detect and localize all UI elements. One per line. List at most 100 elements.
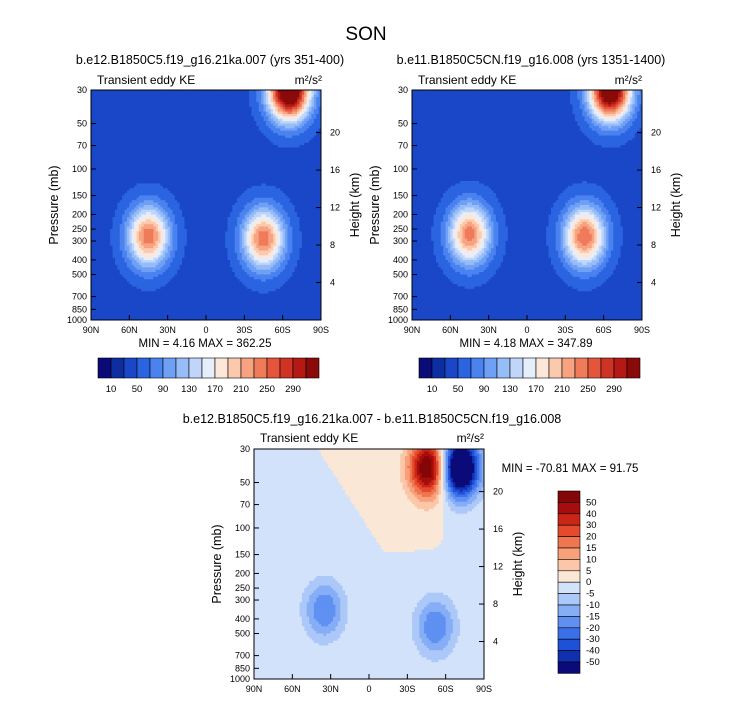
height-tick-label: 8	[493, 599, 498, 609]
pressure-tick-label: 850	[393, 304, 408, 314]
pressure-tick-label: 400	[235, 614, 250, 624]
lat-tick-label: 30S	[399, 684, 415, 694]
lat-tick-label: 30N	[322, 684, 339, 694]
height-tick-label: 16	[493, 524, 503, 534]
colorbar-label: 90	[479, 384, 490, 395]
height-tick-label: 8	[651, 240, 656, 250]
height-tick-label: 4	[651, 278, 656, 288]
height-tick-label: 8	[330, 240, 335, 250]
panel-1-field	[91, 90, 321, 320]
colorbar-swatch	[600, 357, 615, 379]
colorbar-swatch	[175, 357, 190, 379]
colorbar-label: 130	[181, 384, 197, 395]
pressure-tick-label: 50	[77, 119, 87, 129]
colorbar-swatch	[279, 357, 294, 379]
pressure-tick-label: 30	[398, 85, 408, 95]
pressure-tick-label: 70	[398, 141, 408, 151]
pressure-tick-label: 100	[235, 523, 250, 533]
colorbar-swatch	[557, 570, 581, 583]
colorbar-swatch	[149, 357, 164, 379]
colorbar-swatch	[557, 616, 581, 629]
height-tick-label: 16	[651, 165, 661, 175]
colorbar-swatch	[253, 357, 268, 379]
pressure-tick-label: 150	[72, 191, 87, 201]
pressure-tick-label: 400	[72, 255, 87, 265]
colorbar-swatch	[557, 661, 581, 674]
height-tick-label: 16	[330, 165, 340, 175]
panel-3-field	[254, 449, 484, 679]
lat-tick-label: 0	[524, 325, 529, 335]
colorbar-label: 50	[586, 497, 597, 508]
pressure-tick-label: 850	[72, 304, 87, 314]
lat-tick-label: 60S	[438, 684, 454, 694]
lat-tick-label: 90N	[246, 684, 263, 694]
colorbar-swatch	[557, 536, 581, 549]
panel-3-cells	[254, 449, 484, 679]
colorbar-label: 10	[427, 384, 438, 395]
pressure-tick-label: 250	[393, 224, 408, 234]
lat-tick-label: 0	[203, 325, 208, 335]
pressure-tick-label: 30	[240, 444, 250, 454]
colorbar-label: -40	[586, 646, 600, 657]
colorbar-swatch	[110, 357, 125, 379]
pressure-tick-label: 200	[393, 209, 408, 219]
pressure-tick-label: 150	[393, 191, 408, 201]
panel-1-ylabel-right: Height (km)	[348, 173, 362, 238]
colorbar-label: 170	[528, 384, 544, 395]
lat-tick-label: 30N	[159, 325, 176, 335]
pressure-tick-label: 1000	[67, 315, 87, 325]
panel-2-title: b.e11.B1850C5CN.f19_g16.008 (yrs 1351-14…	[397, 53, 666, 67]
colorbar-label: 0	[586, 577, 591, 588]
panel-3-stats: MIN = -70.81 MAX = 91.75	[502, 463, 639, 475]
lat-tick-label: 0	[366, 684, 371, 694]
colorbar-swatch	[227, 357, 242, 379]
colorbar-swatch	[97, 357, 112, 379]
lat-tick-label: 30S	[557, 325, 573, 335]
pressure-tick-label: 700	[393, 292, 408, 302]
panel-2-ylabel-right: Height (km)	[669, 173, 683, 238]
panel-2-colorbar: 10 50 90 130 170 210 250 290	[418, 357, 641, 395]
colorbar-swatch	[557, 627, 581, 640]
colorbar-label: 210	[554, 384, 570, 395]
colorbar-swatch	[557, 547, 581, 560]
colorbar-swatch	[548, 357, 563, 379]
panel-1-axes: 3050701001502002503004005007008501000481…	[67, 85, 340, 335]
height-tick-label: 20	[493, 487, 503, 497]
pressure-tick-label: 150	[235, 550, 250, 560]
pressure-tick-label: 850	[235, 663, 250, 673]
colorbar-label: 20	[586, 532, 597, 543]
pressure-tick-label: 500	[393, 270, 408, 280]
panel-2-ylabel: Pressure (mb)	[368, 165, 382, 244]
pressure-tick-label: 1000	[388, 315, 408, 325]
panel-3: b.e12.B1850C5.f19_g16.21ka.007 - b.e11.B…	[183, 412, 639, 694]
colorbar-swatch	[470, 357, 485, 379]
colorbar-label: -20	[586, 623, 600, 634]
colorbar-swatch	[587, 357, 602, 379]
panel-3-subtitle: Transient eddy KE	[260, 431, 358, 445]
colorbar-swatch	[557, 593, 581, 606]
colorbar-swatch	[444, 357, 459, 379]
lat-tick-label: 90S	[313, 325, 329, 335]
panel-2: b.e11.B1850C5CN.f19_g16.008 (yrs 1351-14…	[368, 53, 683, 395]
colorbar-label: -10	[586, 600, 600, 611]
pressure-tick-label: 500	[72, 270, 87, 280]
panel-2-axes: 3050701001502002503004005007008501000481…	[388, 85, 661, 335]
lat-tick-label: 60N	[442, 325, 459, 335]
lat-tick-label: 30S	[236, 325, 252, 335]
pressure-tick-label: 500	[235, 629, 250, 639]
pressure-tick-label: 200	[72, 209, 87, 219]
height-tick-label: 4	[330, 278, 335, 288]
pressure-tick-label: 30	[77, 85, 87, 95]
colorbar-swatch	[613, 357, 628, 379]
colorbar-swatch	[214, 357, 229, 379]
colorbar-swatch	[557, 490, 581, 503]
lat-tick-label: 30N	[480, 325, 497, 335]
panel-3-title: b.e12.B1850C5.f19_g16.21ka.007 - b.e11.B…	[183, 412, 562, 426]
colorbar-swatch	[557, 581, 581, 594]
colorbar-swatch	[557, 524, 581, 537]
colorbar-label: 130	[502, 384, 518, 395]
colorbar-swatch	[561, 357, 576, 379]
panel-2-field	[412, 90, 642, 320]
pressure-tick-label: 200	[235, 568, 250, 578]
colorbar-swatch	[418, 357, 433, 379]
